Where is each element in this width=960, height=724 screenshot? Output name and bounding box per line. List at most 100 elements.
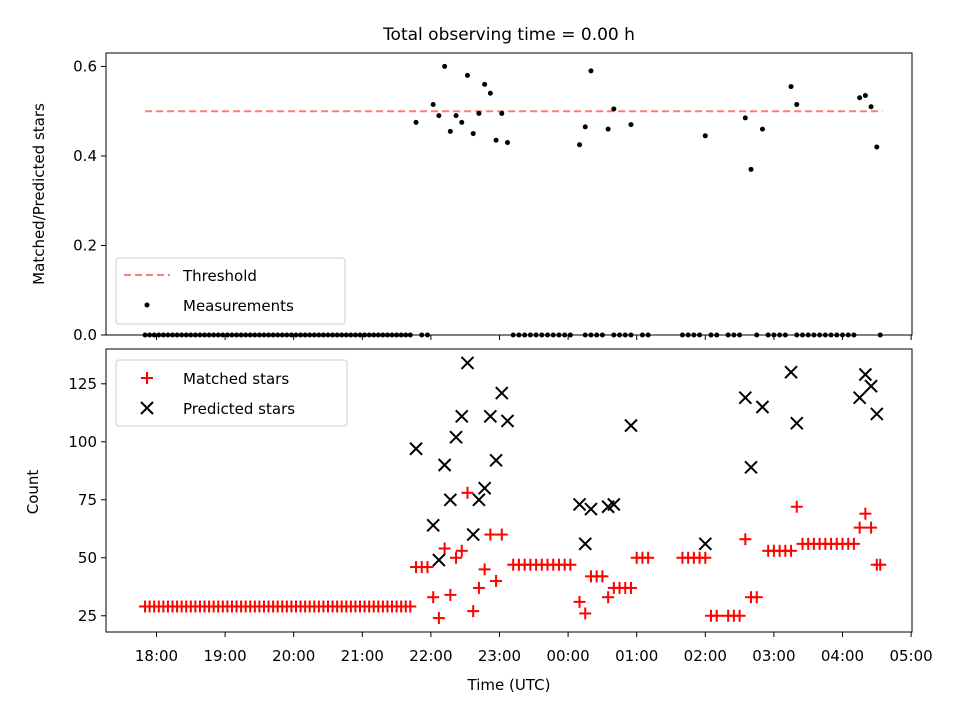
measurement-point (430, 101, 436, 107)
predicted-star-point (698, 537, 713, 551)
matched-star-point (785, 544, 798, 557)
legend-measurements-label: Measurements (183, 297, 294, 315)
measurement-point (759, 126, 765, 132)
measurement-point (788, 84, 794, 90)
matched-star-point (733, 609, 746, 622)
measurement-point (794, 101, 800, 107)
bottom-legend: Matched stars Predicted stars (115, 359, 348, 427)
predicted-star-point (852, 391, 867, 405)
top-y-tick-label: 0.6 (73, 57, 97, 75)
matched-star-point (602, 591, 615, 604)
matched-star-point (564, 558, 577, 571)
measurement-point (874, 144, 880, 150)
predicted-star-point (755, 400, 770, 414)
predicted-star-point (489, 453, 503, 468)
matched-star-point (874, 558, 887, 571)
predicted-star-point (572, 497, 587, 512)
top-y-tick-label: 0.0 (73, 326, 97, 344)
bottom-y-tick-label: 100 (68, 433, 97, 451)
matched-star-point (699, 551, 712, 564)
top-plot-area (142, 63, 883, 338)
predicted-star-point (864, 379, 878, 393)
matched-star-point (596, 570, 609, 583)
predicted-star-point (409, 442, 423, 456)
measurement-point (499, 110, 505, 116)
predicted-star-point (437, 458, 452, 472)
bottom-plot-area (139, 356, 887, 625)
matched-star-point (739, 533, 752, 546)
matched-star-point (750, 591, 763, 604)
bottom-y-axis: 25 50 75 100 125 (68, 375, 106, 625)
measurement-point (628, 122, 634, 128)
bottom-y-tick-label: 50 (78, 549, 97, 567)
predicted-star-point (472, 493, 486, 507)
predicted-star-point (624, 418, 638, 433)
measurement-point (605, 126, 611, 132)
matched-star-point (455, 544, 468, 557)
measurement-point (493, 137, 499, 143)
matched-star-point (404, 600, 417, 613)
bottom-x-axis: 18:00 19:00 20:00 21:00 22:00 23:00 00:00 01:00… (135, 632, 933, 665)
measurement-point (453, 113, 459, 119)
matched-star-point (790, 500, 803, 513)
bottom-axes-frame (105, 348, 913, 633)
legend-threshold-label: Threshold (182, 267, 257, 285)
legend-measurements-swatch (144, 302, 150, 308)
top-title: Total observing time = 0.00 h (382, 25, 635, 45)
measurement-point (505, 140, 511, 146)
predicted-star-point (738, 391, 753, 405)
top-y-axis: 0.0 0.2 0.4 0.6 (73, 57, 106, 344)
measurement-point (577, 142, 583, 148)
predicted-star-point (584, 502, 598, 516)
predicted-star-point (784, 365, 798, 379)
measurement-point (611, 106, 617, 112)
predicted-star-point (477, 481, 492, 495)
measurement-point (588, 68, 594, 74)
bottom-x-tick-label: 19:00 (203, 647, 246, 665)
bottom-legend-box (115, 359, 348, 427)
measurement-point (857, 95, 863, 101)
measurement-point (442, 63, 448, 69)
matched-star-point (624, 581, 637, 594)
bottom-x-tick-label: 02:00 (684, 647, 727, 665)
bottom-x-tick-label: 18:00 (135, 647, 178, 665)
matched-star-point (579, 607, 592, 620)
matched-star-point (461, 486, 474, 499)
predicted-star-point (858, 367, 873, 382)
predicted-star-point (500, 414, 515, 428)
matched-star-point (432, 612, 445, 625)
top-y-tick-label: 0.2 (73, 236, 97, 254)
predicted-star-point (443, 493, 458, 507)
measurement-point (459, 119, 465, 125)
bottom-y-tick-label: 25 (78, 607, 97, 625)
bottom-x-tick-label: 04:00 (821, 647, 864, 665)
legend-predicted-swatch (140, 401, 154, 415)
predicted-star-point (460, 356, 475, 370)
matched-star-point (495, 528, 508, 541)
top-y-tick-label: 0.4 (73, 147, 97, 165)
predicted-star-point (449, 430, 463, 444)
bottom-x-tick-label: 05:00 (889, 647, 932, 665)
predicted-star-point (483, 409, 498, 423)
legend-matched-swatch (141, 372, 153, 384)
measurement-point (742, 115, 748, 121)
bottom-x-tick-label: 21:00 (341, 647, 384, 665)
measurement-point (470, 131, 476, 137)
predicted-star-point (495, 386, 509, 400)
matched-star-point (421, 561, 434, 574)
measurement-point (476, 110, 482, 116)
top-legend-box (115, 257, 346, 325)
predicted-star-point (870, 407, 884, 421)
top-x-axis-ticks (156, 335, 912, 340)
measurement-point (447, 128, 453, 134)
matched-star-point (859, 507, 872, 520)
measurement-point (413, 119, 419, 125)
bottom-x-axis-label: Time (UTC) (467, 676, 551, 694)
bottom-x-tick-label: 22:00 (409, 647, 452, 665)
predicted-star-point (466, 527, 480, 542)
bottom-x-tick-label: 03:00 (752, 647, 795, 665)
measurement-point (702, 133, 708, 139)
measurement-point (582, 124, 588, 130)
matched-star-point (478, 563, 491, 576)
